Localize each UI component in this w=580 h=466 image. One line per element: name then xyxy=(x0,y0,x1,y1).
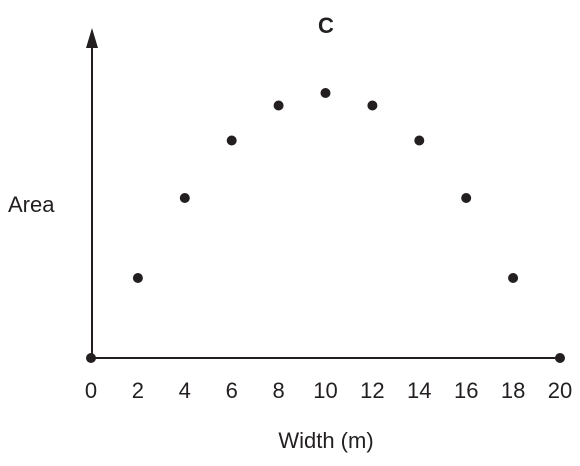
axis-point xyxy=(555,353,565,363)
x-tick-label: 12 xyxy=(360,378,384,403)
chart-title: C xyxy=(318,13,334,38)
x-axis-title: Width (m) xyxy=(278,428,373,453)
x-tick-labels: 0 2 4 6 8 10 12 14 16 18 20 xyxy=(85,378,572,403)
x-tick-label: 2 xyxy=(132,378,144,403)
x-tick-label: 16 xyxy=(454,378,478,403)
data-point xyxy=(227,136,237,146)
y-axis-arrowhead xyxy=(86,28,98,48)
data-point xyxy=(508,273,518,283)
x-tick-label: 8 xyxy=(272,378,284,403)
data-point xyxy=(461,193,471,203)
x-tick-label: 14 xyxy=(407,378,431,403)
data-point xyxy=(321,88,331,98)
data-point xyxy=(180,193,190,203)
y-axis-title: Area xyxy=(8,192,55,217)
axis-point xyxy=(86,353,96,363)
x-tick-label: 4 xyxy=(179,378,191,403)
x-tick-label: 20 xyxy=(548,378,572,403)
data-point xyxy=(133,273,143,283)
data-point xyxy=(274,101,284,111)
x-tick-label: 0 xyxy=(85,378,97,403)
x-tick-label: 10 xyxy=(313,378,337,403)
data-point xyxy=(414,136,424,146)
x-tick-label: 6 xyxy=(226,378,238,403)
x-tick-label: 18 xyxy=(501,378,525,403)
data-points xyxy=(86,88,565,363)
data-point xyxy=(367,101,377,111)
